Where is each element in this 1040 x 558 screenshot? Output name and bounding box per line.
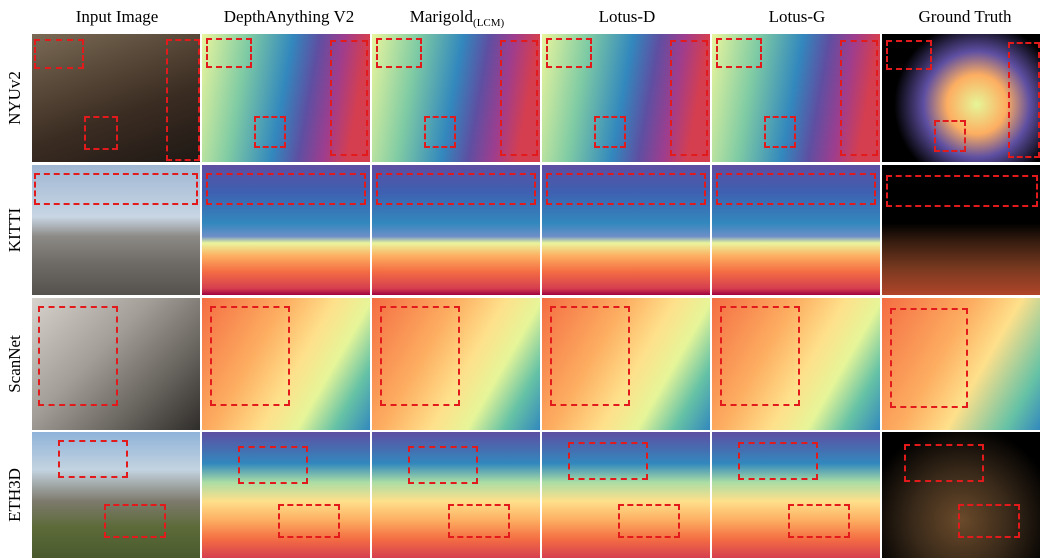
image-eth3d-input (32, 432, 200, 558)
highlight-box (330, 40, 368, 156)
highlight-box (958, 504, 1020, 538)
depth-scannet-depthanything (202, 298, 370, 430)
highlight-box (58, 440, 128, 478)
highlight-box (568, 442, 648, 480)
depth-scannet-marigold (372, 298, 540, 430)
highlight-box (500, 40, 538, 156)
depth-kitti-lotus-d (542, 165, 710, 295)
depth-kitti-marigold (372, 165, 540, 295)
depth-nyuv2-lotus-g (712, 34, 880, 162)
row-label-eth3d: ETH3D (5, 468, 24, 522)
depth-kitti-ground-truth (882, 165, 1040, 295)
highlight-box (738, 442, 818, 480)
highlight-box (408, 446, 478, 484)
highlight-box (788, 504, 850, 538)
highlight-box (278, 504, 340, 538)
highlight-box (618, 504, 680, 538)
highlight-box (886, 175, 1038, 207)
highlight-box (376, 173, 536, 205)
col-title-input-image: Input Image (75, 7, 159, 26)
col-title-ground-truth: Ground Truth (918, 7, 1012, 26)
highlight-box (594, 116, 626, 148)
depth-eth3d-depthanything (202, 432, 370, 558)
col-title-depthanything-v2: DepthAnything V2 (223, 7, 355, 26)
highlight-box (840, 40, 878, 156)
column-header-bar: Input Image DepthAnything V2 Marigold(LC… (32, 0, 1040, 32)
depth-scannet-ground-truth (882, 298, 1040, 430)
highlight-box (550, 306, 630, 406)
depth-nyuv2-depthanything (202, 34, 370, 162)
highlight-box (1008, 42, 1040, 158)
highlight-box (670, 40, 708, 156)
highlight-box (376, 38, 422, 68)
highlight-box (720, 306, 800, 406)
highlight-box (546, 173, 706, 205)
highlight-box (716, 173, 876, 205)
highlight-box (254, 116, 286, 148)
highlight-box (448, 504, 510, 538)
highlight-box (238, 446, 308, 484)
depth-nyuv2-lotus-d (542, 34, 710, 162)
highlight-box (890, 308, 968, 408)
depth-kitti-lotus-g (712, 165, 880, 295)
row-label-scannet: ScanNet (5, 335, 24, 393)
col-title-lotus-d: Lotus-D (598, 7, 656, 26)
highlight-box (934, 120, 966, 152)
image-kitti-input (32, 165, 200, 295)
highlight-box (210, 306, 290, 406)
depth-scannet-lotus-d (542, 298, 710, 430)
image-nyuv2-input (32, 34, 200, 162)
highlight-box (206, 38, 252, 68)
highlight-box (166, 39, 200, 161)
highlight-box (716, 38, 762, 68)
highlight-box (764, 116, 796, 148)
col-title-lotus-g: Lotus-G (768, 7, 826, 26)
col-title-marigold: Marigold(LCM) (409, 7, 505, 29)
depth-kitti-depthanything (202, 165, 370, 295)
highlight-box (38, 306, 118, 406)
depth-scannet-lotus-g (712, 298, 880, 430)
highlight-box (424, 116, 456, 148)
row-label-nyuv2: NYUv2 (5, 71, 24, 125)
depth-nyuv2-marigold (372, 34, 540, 162)
image-scannet-input (32, 298, 200, 430)
highlight-box (546, 38, 592, 68)
highlight-box (104, 504, 166, 538)
highlight-box (886, 40, 932, 70)
highlight-box (206, 173, 366, 205)
depth-eth3d-ground-truth (882, 432, 1040, 558)
depth-eth3d-marigold (372, 432, 540, 558)
highlight-box (34, 173, 198, 205)
depth-eth3d-lotus-g (712, 432, 880, 558)
highlight-box (380, 306, 460, 406)
highlight-box (84, 116, 118, 150)
depth-nyuv2-ground-truth (882, 34, 1040, 162)
highlight-box (34, 39, 84, 69)
depth-eth3d-lotus-d (542, 432, 710, 558)
row-label-kitti: KITTI (5, 207, 24, 253)
highlight-box (904, 444, 984, 482)
